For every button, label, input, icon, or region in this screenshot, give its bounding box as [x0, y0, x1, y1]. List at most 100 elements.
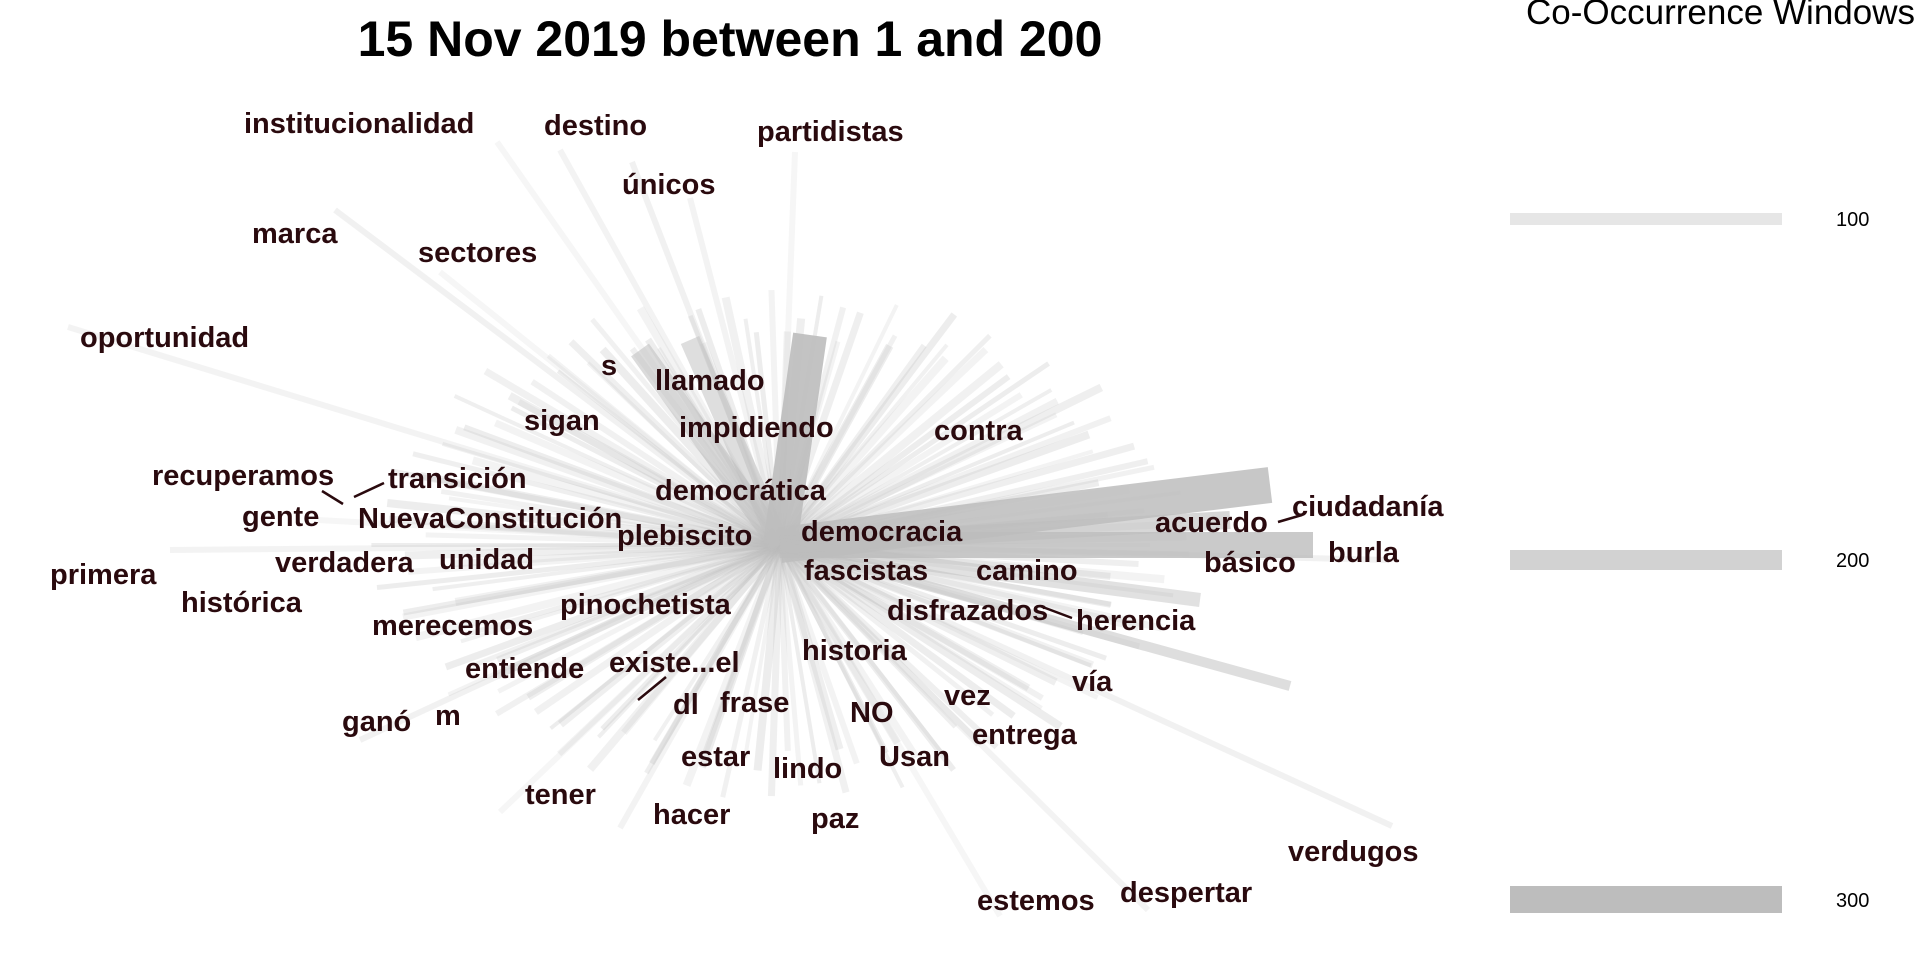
- edge-line: [777, 542, 982, 747]
- legend-bar-200: [1510, 550, 1782, 570]
- edge-line: [777, 542, 999, 750]
- edge-line: [404, 541, 781, 560]
- edge-line: [407, 542, 781, 575]
- edge-line: [495, 541, 782, 679]
- edge-line: [412, 451, 781, 548]
- edge-line: [444, 541, 782, 671]
- edge-line: [702, 543, 783, 755]
- edge-line: [454, 426, 782, 549]
- edge-line: [778, 543, 947, 758]
- legend-title: Co-Occurrence Windows: [1526, 0, 1915, 32]
- edge-line: [777, 544, 804, 786]
- edge-strong: [680, 335, 790, 550]
- legend-label-100: 100: [1836, 209, 1869, 231]
- edge-line: [777, 542, 1016, 719]
- edge-line: [432, 543, 781, 592]
- leader-line: [321, 489, 344, 506]
- edge-line: [777, 343, 927, 547]
- leader-line: [353, 481, 385, 499]
- word-label: verdadera: [275, 547, 415, 579]
- edge-spoke: [777, 542, 1151, 913]
- edge-line: [419, 472, 781, 549]
- word-label: transición: [388, 463, 527, 495]
- edge-line: [777, 361, 1004, 549]
- word-label: vía: [1072, 666, 1113, 698]
- edge-layer: [67, 140, 1394, 918]
- word-label: m: [435, 700, 461, 732]
- word-label: sigan: [524, 405, 600, 437]
- word-label: disfrazados: [887, 595, 1048, 627]
- leader-line: [1039, 604, 1073, 620]
- leader-line: [637, 676, 667, 701]
- word-label: entrega: [972, 719, 1078, 751]
- edge-line: [778, 374, 1011, 548]
- edge-strong: [763, 332, 827, 548]
- word-labels: institucionalidad destino partidistas ún…: [50, 108, 1444, 917]
- edge-line: [682, 543, 784, 787]
- word-label: oportunidad: [80, 322, 249, 354]
- edge-line: [464, 542, 781, 638]
- edge-line: [779, 388, 1053, 547]
- word-label: herencia: [1076, 605, 1196, 637]
- word-label: hacer: [653, 799, 730, 831]
- word-label: democracia: [801, 516, 963, 548]
- edge-line: [778, 398, 1059, 549]
- edge-strong: [778, 540, 1292, 691]
- word-label: impidiendo: [679, 412, 834, 444]
- word-label: Usan: [879, 741, 950, 773]
- edge-line: [778, 541, 1031, 691]
- legend-bar-100: [1510, 213, 1782, 225]
- edge-line: [497, 542, 782, 694]
- edge-line: [388, 515, 781, 549]
- edge-line: [587, 542, 784, 772]
- edge-line: [448, 496, 781, 547]
- edge-line: [510, 405, 782, 548]
- edge-line: [517, 399, 782, 548]
- edge-line: [389, 468, 781, 548]
- word-label: NO: [850, 697, 894, 729]
- edge-line: [778, 544, 905, 789]
- edge-line: [557, 541, 783, 728]
- edge-line: [557, 542, 783, 757]
- edge-spoke: [333, 207, 782, 548]
- word-label: institucionalidad: [244, 108, 474, 140]
- word-label: merecemos: [372, 610, 533, 642]
- edge-line: [778, 343, 949, 547]
- word-label: unidad: [439, 544, 534, 576]
- edge-line: [440, 488, 781, 548]
- edge-spoke: [778, 542, 1394, 829]
- edge-line: [530, 379, 782, 548]
- edge-line: [453, 394, 781, 547]
- edge-line: [778, 392, 1023, 548]
- word-label: recuperamos: [152, 460, 334, 492]
- edge-spoke: [777, 543, 1003, 918]
- word-label: camino: [976, 555, 1078, 587]
- edge-line: [600, 543, 782, 731]
- word-label: primera: [50, 559, 157, 591]
- word-label: despertar: [1120, 877, 1252, 909]
- word-label: verdugos: [1288, 836, 1419, 868]
- edge-line: [414, 541, 781, 642]
- edge-line: [777, 355, 949, 548]
- word-label: plebiscito: [617, 520, 752, 552]
- edge-line: [471, 456, 782, 549]
- edge-line: [776, 542, 901, 746]
- word-label: entiende: [465, 653, 584, 685]
- word-label: tener: [525, 779, 596, 811]
- edge-line: [778, 542, 1044, 701]
- word-label: ciudadanía: [1292, 491, 1444, 523]
- legend: Co-Occurrence Windows 100 200 300: [1510, 0, 1915, 913]
- edge-spoke: [497, 542, 783, 815]
- word-label: marca: [252, 218, 338, 250]
- edge-line: [777, 543, 889, 754]
- edge-line: [778, 541, 1058, 686]
- word-label: frase: [720, 687, 789, 719]
- chart-title: 15 Nov 2019 between 1 and 200: [358, 11, 1103, 67]
- word-label: histórica: [181, 587, 303, 619]
- edge-line: [546, 353, 782, 547]
- edge-strong: [779, 511, 1231, 554]
- edge-line: [778, 541, 1095, 669]
- word-label: existe...el: [609, 647, 740, 679]
- word-label: llamado: [655, 365, 765, 397]
- edge-line: [445, 521, 781, 548]
